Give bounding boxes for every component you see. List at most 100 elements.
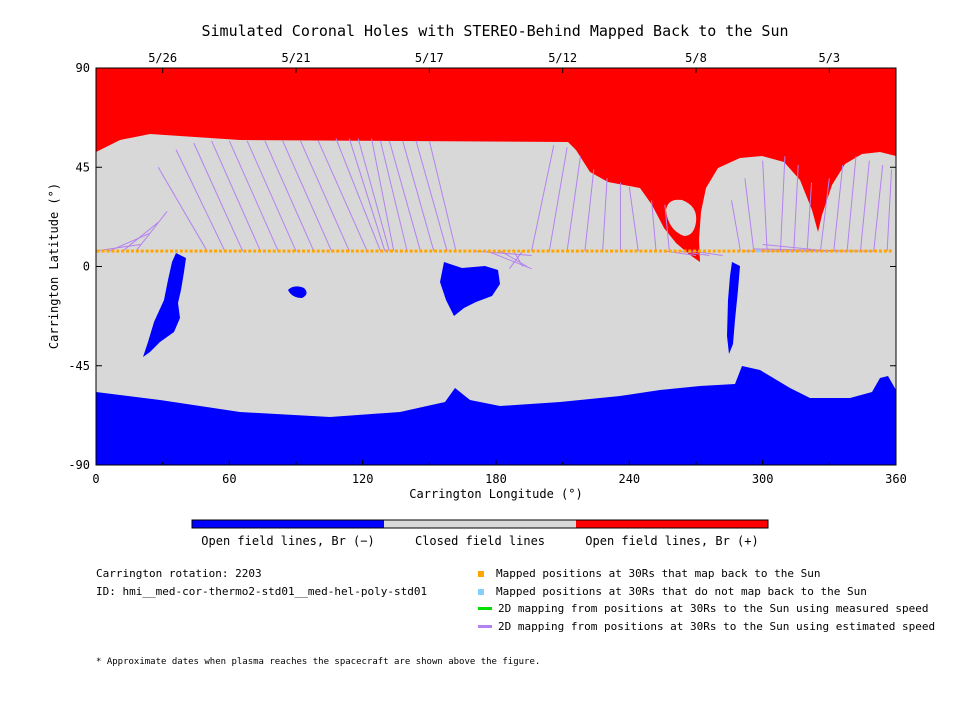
mapped-position-dot: [370, 249, 374, 253]
mapping-line: [335, 138, 381, 252]
x-tick-label: 360: [885, 472, 907, 486]
mapped-position-dot: [277, 249, 281, 253]
date-tick-label: 5/21: [282, 51, 311, 65]
carrington-rotation: Carrington rotation: 2203: [96, 567, 262, 580]
mapped-position-dot: [478, 249, 482, 253]
mapped-position-dot: [121, 249, 125, 253]
colorbar-label-positive: Open field lines, Br (+): [585, 534, 759, 548]
mapped-position-dot: [419, 249, 423, 253]
mapped-position-dot: [414, 249, 418, 253]
mapped-position-dot: [698, 249, 702, 253]
mapped-position-dot: [766, 249, 770, 253]
mapped-position-dot: [526, 249, 530, 253]
mapped-position-dot: [570, 249, 574, 253]
mapping-line: [379, 140, 408, 252]
mapping-line: [500, 250, 528, 267]
mapped-position-dot: [243, 249, 247, 253]
mapping-line: [402, 140, 435, 252]
legend-label: Mapped positions at 30Rs that map back t…: [496, 567, 821, 580]
mapped-position-dot: [830, 249, 834, 253]
mapped-position-dot: [170, 249, 174, 253]
mapped-position-dot: [614, 249, 618, 253]
mapped-position-dot: [424, 249, 428, 253]
axes: 0 60 120 180 240 300 360 90 45 0 -45 -90 5/26 5/21 5/1…: [68, 51, 907, 486]
mapping-line: [357, 138, 390, 252]
mapped-position-dot: [786, 249, 790, 253]
mapping-line: [135, 211, 168, 252]
mapped-position-dot: [316, 249, 320, 253]
mapping-line: [299, 140, 350, 252]
mapped-position-dot: [658, 249, 662, 253]
mapped-position-dot: [101, 249, 105, 253]
mapping-line: [531, 145, 555, 252]
mapped-position-dot: [639, 249, 643, 253]
mapped-position-dot: [150, 249, 154, 253]
mapping-line: [846, 156, 857, 252]
low-lat-hole-2: [288, 286, 307, 298]
colorbar-positive: [576, 520, 768, 528]
mapped-position-dot: [644, 249, 648, 253]
mapped-position-dot: [634, 249, 638, 253]
map-regions: [96, 68, 896, 465]
mapped-position-dot: [174, 249, 178, 253]
mapped-position-dot: [761, 249, 765, 253]
legend-label: Mapped positions at 30Rs that do not map…: [496, 585, 867, 598]
mapped-position-dot: [165, 249, 169, 253]
mapped-position-dot: [810, 249, 814, 253]
mapped-position-dot: [619, 249, 623, 253]
x-tick-label: 240: [618, 472, 640, 486]
mapping-line: [664, 204, 670, 252]
mapping-line: [246, 140, 297, 252]
mapped-position-dot: [693, 249, 697, 253]
mapped-position-dot: [600, 249, 604, 253]
mapped-position-dot: [218, 249, 222, 253]
mapped-position-dot: [375, 249, 379, 253]
mapped-position-dot: [502, 249, 506, 253]
mapped-position-dot: [155, 249, 159, 253]
mapped-position-dot: [707, 249, 711, 253]
mapped-position-dot: [473, 249, 477, 253]
mapping-line: [886, 169, 893, 252]
colorbar-closed: [384, 520, 576, 528]
date-tick-label: 5/12: [548, 51, 577, 65]
mapped-position-dot: [233, 249, 237, 253]
mapped-position-dot: [683, 249, 687, 253]
mapping-line: [744, 178, 755, 252]
mapped-position-dot: [365, 249, 369, 253]
date-tick-label: 5/8: [685, 51, 707, 65]
mapped-position-dot: [453, 249, 457, 253]
mapping-line: [762, 160, 768, 252]
mapping-line: [282, 140, 333, 252]
legend-item-estimated: 2D mapping from positions at 30Rs to the…: [478, 620, 935, 633]
x-tick-label: 120: [352, 472, 374, 486]
mapped-position-dot: [492, 249, 496, 253]
mapping-line: [602, 178, 608, 252]
y-tick-label: 45: [76, 160, 90, 174]
x-axis-label: Carrington Longitude (°): [409, 487, 582, 501]
mapping-line: [388, 140, 421, 252]
mapped-position-dot: [380, 249, 384, 253]
mapped-position-dot: [688, 249, 692, 253]
mapped-position-dot: [722, 249, 726, 253]
mapped-position-dot: [443, 249, 447, 253]
mapped-position-dot: [184, 249, 188, 253]
mapped-position-dot: [663, 249, 667, 253]
closed-island: [666, 199, 697, 236]
mapped-position-dot: [487, 249, 491, 253]
mapped-position-dot: [825, 249, 829, 253]
mapping-line: [584, 169, 595, 252]
mapped-position-dot: [590, 249, 594, 253]
mapped-position-dot: [869, 249, 873, 253]
mapped-position-dot: [849, 249, 853, 253]
mapped-position-dot: [350, 249, 354, 253]
legend-item-measured: 2D mapping from positions at 30Rs to the…: [478, 602, 928, 615]
mapped-position-dot: [179, 249, 183, 253]
legend-label: 2D mapping from positions at 30Rs to the…: [498, 620, 936, 633]
colorbar-negative: [192, 520, 384, 528]
mapped-position-dot: [781, 249, 785, 253]
mapped-position-dot: [595, 249, 599, 253]
mapped-position-dot: [130, 249, 134, 253]
mapping-line: [122, 221, 159, 252]
mapped-position-dot: [727, 249, 731, 253]
mapped-position-dot: [820, 249, 824, 253]
